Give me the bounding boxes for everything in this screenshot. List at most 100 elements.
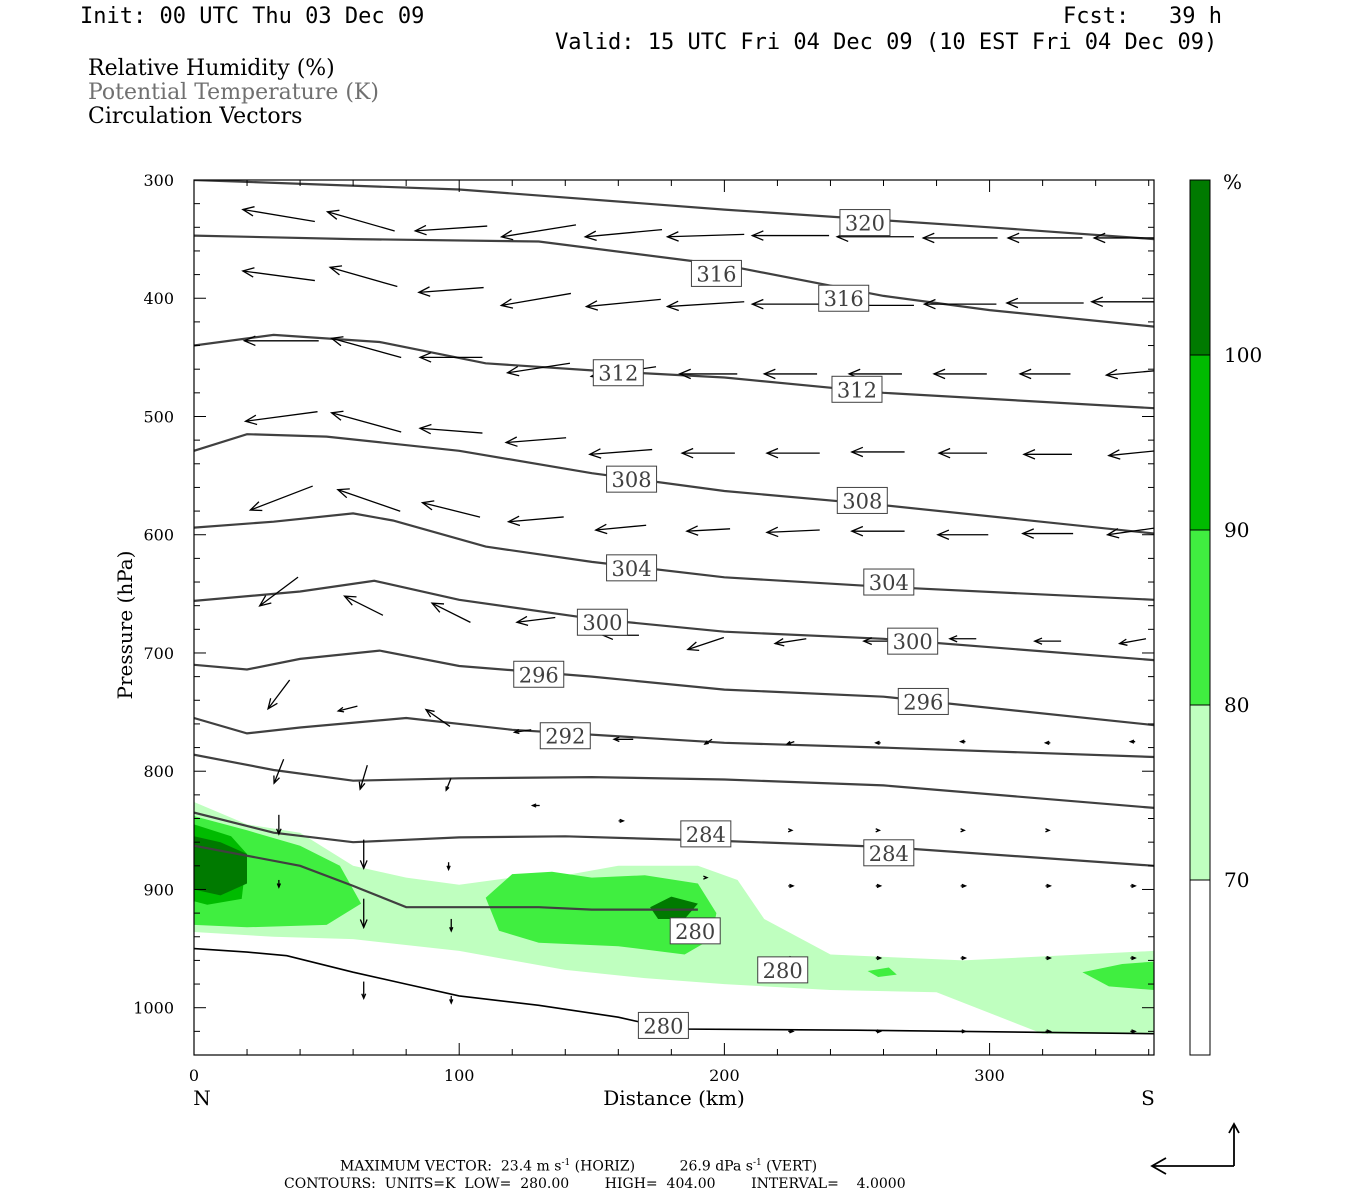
vector-shaft (327, 211, 395, 232)
wind-vector (430, 602, 471, 623)
theta-label: 296 (897, 687, 949, 715)
wind-vector (418, 423, 483, 435)
theta-label-box (576, 608, 628, 636)
vector-head (787, 828, 794, 833)
vector-head (258, 595, 272, 607)
theta-label-box (863, 568, 915, 596)
vector-head (248, 501, 263, 512)
vector-head (765, 526, 779, 538)
wind-vector (276, 814, 282, 836)
wind-vector (788, 1029, 795, 1034)
vector-head (243, 414, 258, 426)
vector-head (430, 602, 445, 613)
colorbar-segment (1190, 180, 1210, 355)
vector-shaft (774, 638, 807, 645)
wind-vector (785, 740, 795, 745)
rh-region-100 (650, 896, 698, 919)
wind-vector (850, 446, 905, 458)
wind-vector (958, 739, 966, 744)
colorbar: 70 80 90 100 (1189, 179, 1262, 1056)
vector-head (506, 515, 521, 527)
vector-head (424, 708, 435, 718)
vector-head (515, 615, 529, 627)
vector-head (874, 740, 880, 745)
wind-vector (1130, 883, 1137, 889)
vector-shaft (250, 485, 313, 511)
vector-head (1018, 368, 1032, 380)
theta-label: 280 (669, 917, 721, 945)
rh-region-80 (485, 871, 717, 955)
vector-shaft (586, 298, 661, 308)
vector-shaft (585, 228, 663, 238)
theta-label-text: 312 (837, 378, 877, 402)
wind-vector (703, 738, 713, 745)
wind-vector (1021, 528, 1074, 539)
vector-head (936, 529, 950, 541)
vector-head (358, 781, 366, 791)
wind-vector (499, 224, 577, 241)
wind-vector (1092, 232, 1154, 244)
theta-label-text: 280 (763, 959, 803, 983)
x-tick-label: 200 (709, 1066, 740, 1085)
wind-vector (276, 879, 282, 889)
vector-head (328, 265, 343, 276)
wind-vector (703, 875, 709, 880)
theta-label-text: 280 (643, 1014, 683, 1038)
vector-head (789, 1029, 795, 1034)
theta-contour-296 (194, 649, 1154, 727)
theta-contour-304 (194, 512, 1154, 601)
colorbar-segment (1190, 705, 1210, 880)
wind-vector (329, 336, 402, 359)
vector-head (686, 641, 700, 652)
vector-head (343, 595, 357, 606)
wind-vector (665, 231, 745, 242)
vector-head (1104, 368, 1119, 380)
theta-label: 304 (606, 554, 658, 582)
theta-label: 320 (839, 209, 891, 237)
vector-shaft (245, 411, 318, 422)
theta-label-box (637, 1011, 689, 1039)
wind-vector (273, 758, 285, 785)
wind-vector (875, 828, 882, 833)
theta-label: 308 (836, 486, 888, 514)
vector-head (1092, 232, 1106, 244)
vector-head (1022, 449, 1036, 460)
theta-label-text: 304 (869, 571, 909, 595)
vector-head (1006, 232, 1020, 244)
wind-vector (1018, 368, 1071, 380)
vector-shaft (508, 516, 564, 523)
wind-vector (1022, 449, 1072, 460)
wind-vector (445, 777, 452, 792)
theta-label-box (513, 660, 565, 688)
vector-head (862, 637, 873, 646)
vector-head (449, 999, 454, 1005)
wind-vector (1045, 883, 1052, 889)
x-tick-label: 0 (189, 1066, 199, 1085)
theta-label-box (831, 375, 883, 403)
vector-head (750, 298, 764, 310)
theta-label: 280 (637, 1011, 689, 1039)
x-axis-title: Distance (km) (603, 1086, 745, 1110)
theta-label-text: 316 (824, 287, 864, 311)
theta-label-box (897, 687, 949, 715)
vector-head (765, 447, 779, 459)
wind-vector (1006, 232, 1083, 244)
wind-vector (358, 764, 368, 791)
vector-head (1021, 528, 1035, 539)
wind-vector (1033, 637, 1062, 645)
vector-shaft (242, 208, 315, 223)
wind-vector (850, 525, 905, 537)
vector-head (665, 231, 679, 242)
vector-head (499, 229, 514, 241)
wind-vector (499, 292, 572, 309)
theta-label-text: 320 (845, 212, 885, 236)
vector-head (665, 300, 679, 312)
vector-shaft (445, 777, 452, 791)
vector-shaft (337, 489, 401, 512)
wind-vector (874, 740, 881, 745)
wind-vector (515, 615, 556, 627)
wind-vector (960, 828, 966, 833)
vector-shaft (1119, 638, 1147, 645)
axis-layer: 300 400 500 600 700 800 900 1000 0 100 200 300 (133, 171, 1154, 1085)
